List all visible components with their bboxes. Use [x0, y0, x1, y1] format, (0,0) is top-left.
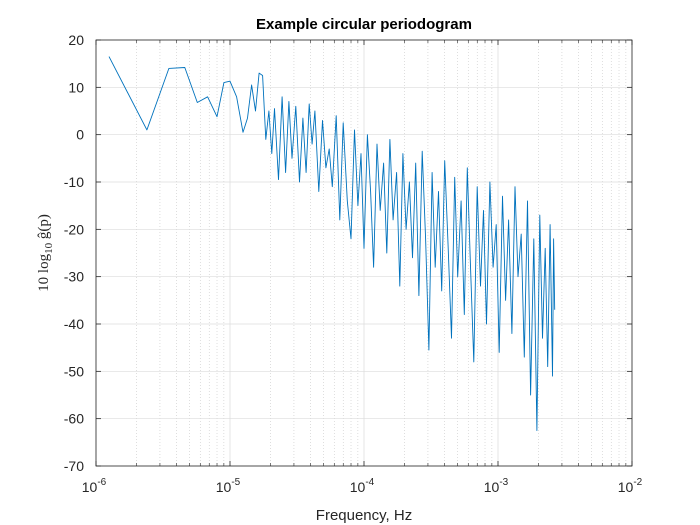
chart-title: Example circular periodogram [256, 16, 472, 33]
x-tick-label: 10-4 [350, 477, 375, 495]
y-tick-label: -50 [64, 363, 84, 379]
y-label-suffix: ĝ(p) [36, 214, 52, 243]
series-layer [108, 56, 556, 431]
major-grid [95, 39, 633, 467]
y-label-prefix: 10 log [36, 253, 52, 291]
x-tick-label: 10-3 [484, 477, 509, 495]
x-tick-label: 10-5 [216, 477, 241, 495]
y-tick-label: -60 [64, 411, 84, 427]
x-tick-label: 10-2 [618, 477, 643, 495]
y-label-subscript: 10 [43, 242, 55, 254]
y-tick-label: 10 [68, 79, 84, 95]
y-tick-label: -30 [64, 269, 84, 285]
y-tick-label: -40 [64, 316, 84, 332]
y-tick-label: -10 [64, 174, 84, 190]
tick-marks [95, 39, 633, 467]
y-axis-label: 10 log10 ĝ(p) [36, 214, 55, 292]
x-tick-label: 10-6 [82, 477, 107, 495]
minor-grid [136, 40, 627, 466]
y-tick-label: -20 [64, 221, 84, 237]
x-axis-label: Frequency, Hz [316, 507, 412, 524]
y-tick-label: -70 [64, 458, 84, 474]
y-tick-labels: 20 10 0 -10 -20 -30 -40 -50 -60 -70 [64, 32, 84, 474]
x-tick-labels: 10-6 10-5 10-4 10-3 10-2 [82, 477, 643, 495]
periodogram-series-line [108, 56, 556, 431]
y-tick-label: 20 [68, 32, 84, 48]
y-tick-label: 0 [76, 127, 84, 143]
